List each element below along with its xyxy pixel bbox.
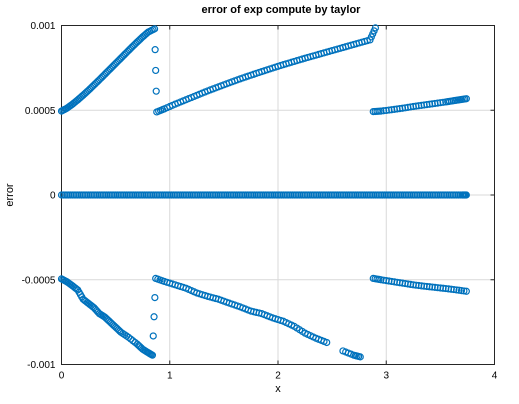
axis-ticks: 0 1 2 3 4 -0.001 -0.0005 0 0.0005 0.001 (22, 21, 498, 382)
data-point (462, 287, 470, 295)
data-point (149, 332, 157, 340)
y-tick-label: 0.001 (30, 21, 55, 32)
data-point (462, 191, 470, 199)
data-point (152, 66, 160, 75)
data-point (151, 293, 159, 302)
data-point (150, 313, 158, 321)
chart-title: error of exp compute by taylor (202, 4, 362, 16)
data-point (152, 87, 160, 95)
x-tick-label: 2 (275, 371, 281, 382)
x-tick-label: 4 (492, 371, 498, 382)
data-point (371, 24, 380, 32)
grid (61, 25, 495, 365)
data-point (453, 286, 461, 294)
x-axis-label: x (275, 383, 281, 395)
data-point (150, 25, 159, 33)
data-point (450, 285, 458, 294)
x-tick-label: 1 (167, 371, 173, 382)
data-point (356, 353, 364, 361)
x-tick-label: 3 (383, 371, 389, 382)
data-point (457, 286, 466, 295)
y-axis-label: error (4, 183, 16, 207)
data-point (460, 287, 468, 295)
data-points (57, 24, 470, 361)
data-point (151, 46, 159, 54)
y-tick-label: 0.0005 (25, 106, 56, 117)
y-tick-label: 0 (50, 191, 56, 202)
data-point (462, 95, 470, 103)
data-point (323, 338, 331, 347)
data-point (455, 286, 463, 294)
data-point (439, 98, 447, 106)
data-point (148, 351, 157, 359)
y-tick-label: -0.001 (27, 360, 56, 371)
y-tick-label: -0.0005 (22, 275, 56, 286)
x-tick-label: 0 (59, 371, 65, 382)
